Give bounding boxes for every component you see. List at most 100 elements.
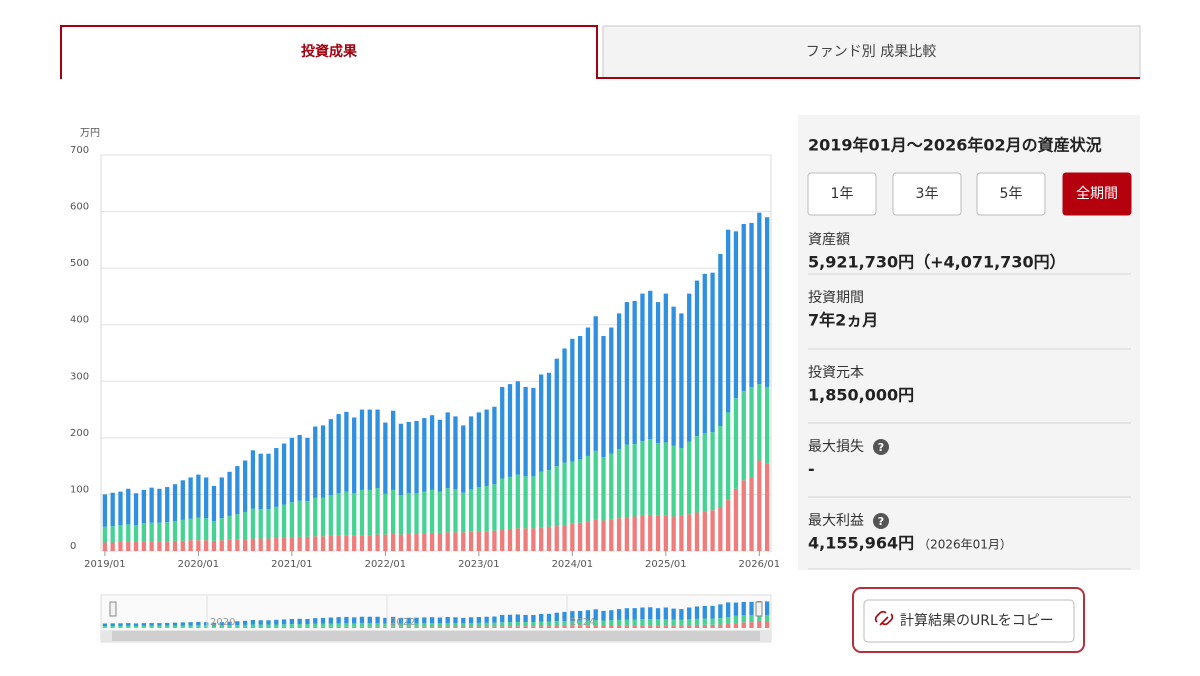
period-button[interactable]	[1062, 172, 1132, 216]
bar-segment	[391, 489, 396, 535]
copy-button[interactable]	[863, 599, 1075, 643]
bar-segment	[515, 474, 520, 529]
navigator-bar	[126, 627, 131, 628]
bar-segment	[133, 524, 139, 542]
bar-segment	[305, 501, 310, 537]
period-button[interactable]	[892, 172, 962, 216]
navigator-bar	[359, 616, 365, 624]
navigator-bar	[274, 626, 279, 628]
bar-segment	[359, 409, 365, 490]
bar-segment	[242, 511, 248, 540]
bar-segment	[523, 528, 528, 551]
nav-handle[interactable]	[755, 601, 763, 617]
navigator-bar	[242, 620, 248, 625]
navigator-bar	[476, 626, 481, 628]
y-tick-label: 600	[70, 202, 89, 213]
period-label[interactable]: 全期間	[1076, 186, 1118, 202]
x-tick-label: 2020/01	[178, 559, 220, 570]
bar-segment	[710, 510, 715, 551]
navigator-bar	[344, 616, 349, 624]
navigator-bar	[266, 627, 271, 628]
navigator-bar	[102, 626, 108, 628]
navigator-bar	[157, 623, 162, 626]
period-label[interactable]: 5年	[1000, 186, 1023, 202]
period-label[interactable]: 3年	[916, 186, 939, 202]
bar-segment	[227, 471, 232, 516]
navigator-bar	[352, 626, 357, 628]
navigator-bar	[655, 619, 661, 626]
navigator-bar	[609, 610, 614, 621]
navigator-bar	[126, 623, 131, 626]
bar-segment	[133, 493, 139, 525]
bar-segment	[149, 541, 154, 551]
navigator-bar	[453, 626, 458, 628]
navigator-bar	[344, 623, 349, 627]
tab-label[interactable]: ファンド別 成果比較	[806, 44, 936, 60]
x-tick-label: 2022/01	[365, 559, 407, 570]
copy-label[interactable]: 計算結果のURLをコピー	[900, 613, 1054, 629]
bar-segment	[406, 493, 411, 535]
navigator-bar	[616, 609, 622, 620]
bar-segment	[165, 522, 170, 542]
period-label[interactable]: 1年	[831, 186, 854, 202]
bar-segment	[718, 254, 723, 426]
bar-segment	[476, 487, 481, 532]
navigator-label: 2022	[390, 617, 415, 628]
bar-segment	[102, 494, 108, 527]
navigator-bar	[694, 624, 700, 628]
bar-segment	[531, 528, 536, 551]
period-button[interactable]	[807, 172, 877, 216]
bar-segment	[726, 412, 731, 501]
bar-segment	[281, 504, 287, 538]
navigator-bar	[671, 608, 676, 620]
bar-segment	[726, 500, 731, 551]
tab-inactive[interactable]	[602, 25, 1141, 79]
navigator-bar	[585, 610, 591, 621]
navigator-bar	[165, 627, 170, 628]
navigator-bar	[749, 622, 754, 628]
bar-segment	[219, 477, 224, 519]
bar-segment	[172, 521, 178, 541]
help-icon[interactable]	[873, 439, 889, 455]
navigator-bar	[468, 617, 474, 624]
plot-frame	[100, 154, 772, 552]
navigator-bar	[180, 622, 185, 626]
bar-segment	[375, 409, 380, 489]
navigator-bar	[320, 618, 326, 624]
bar-segment	[476, 531, 481, 551]
x-tick-label: 2021/01	[271, 559, 313, 570]
tab-active[interactable]: 投資成果	[301, 43, 358, 60]
help-icon[interactable]	[873, 513, 889, 529]
bar-segment	[655, 515, 661, 551]
bar-segment	[211, 521, 217, 541]
navigator-bar	[429, 617, 435, 624]
bar-segment	[258, 509, 263, 539]
bar-segment	[718, 425, 723, 509]
navigator-bar	[655, 625, 661, 628]
bar-segment	[172, 540, 178, 551]
navigator-bar	[133, 623, 139, 626]
bar-segment	[188, 540, 193, 551]
bar-segment	[422, 418, 427, 492]
nav-handle[interactable]	[109, 601, 117, 617]
bar-segment	[320, 425, 326, 498]
scrollbar-thumb[interactable]	[112, 631, 760, 641]
navigator-bar	[640, 619, 645, 626]
bar-segment	[250, 538, 256, 551]
navigator-bar	[710, 618, 715, 625]
bar-segment	[391, 410, 396, 490]
bar-segment	[118, 524, 123, 542]
bar-segment	[648, 514, 653, 551]
bar-segment	[632, 516, 637, 551]
bar-segment	[422, 533, 427, 551]
bar-segment	[445, 412, 450, 489]
bar-segment	[601, 457, 606, 521]
bar-segment	[320, 536, 326, 551]
period-button[interactable]	[976, 172, 1046, 216]
navigator-bar	[531, 626, 536, 628]
navigator-bar	[741, 601, 746, 616]
navigator-bar	[492, 626, 497, 628]
navigator-bar	[679, 625, 684, 628]
bar-segment	[671, 445, 676, 517]
